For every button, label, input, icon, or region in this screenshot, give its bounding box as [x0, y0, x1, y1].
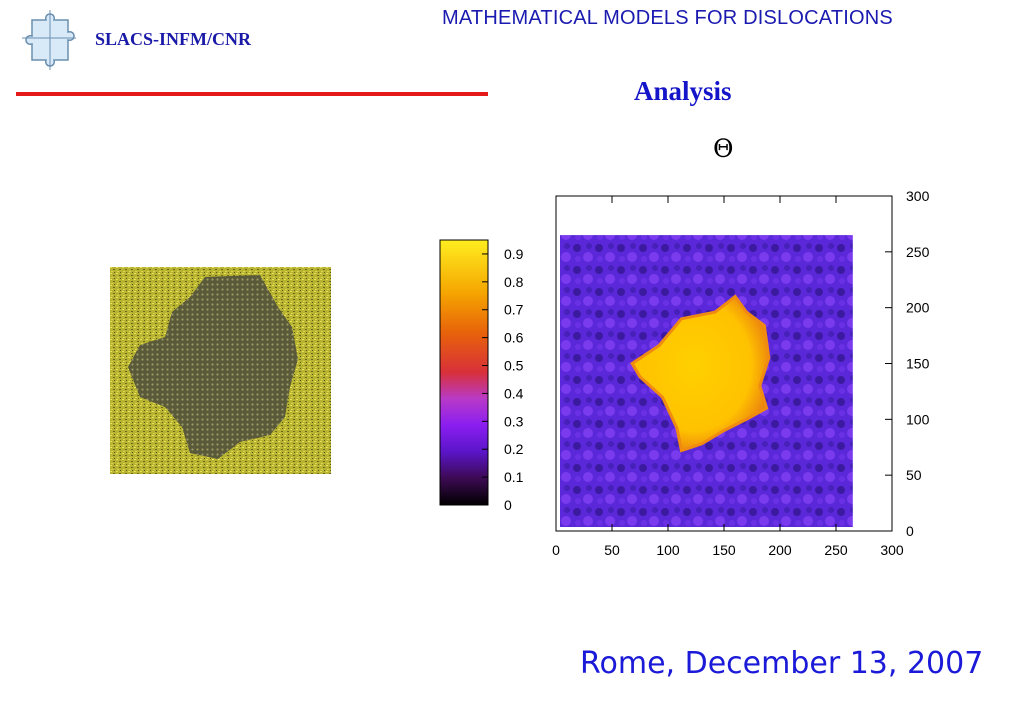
course-title: MATHEMATICAL MODELS FOR DISLOCATIONS	[442, 7, 893, 29]
footer-date: Rome, December 13, 2007	[580, 646, 984, 681]
colorbar-tick-label: 0.5	[504, 358, 524, 374]
colorbar-tick-label: 0.7	[504, 302, 524, 318]
colorbar	[439, 239, 489, 506]
x-tick-label: 150	[712, 542, 736, 558]
puzzle-piece-icon	[22, 10, 76, 70]
x-tick-label: 50	[604, 542, 620, 558]
plot-title: Θ	[713, 134, 734, 163]
x-tick-label: 300	[880, 542, 904, 558]
colorbar-tick-label: 0.6	[504, 330, 524, 346]
x-tick-label: 250	[824, 542, 848, 558]
header-divider	[16, 92, 488, 96]
organization-name: SLACS-INFM/CNR	[95, 29, 252, 49]
colorbar-tick-label: 0.4	[504, 385, 524, 401]
y-tick-label: 300	[906, 188, 930, 204]
colorbar-tick-label: 0.9	[504, 246, 524, 262]
y-tick-label: 250	[906, 244, 930, 260]
atomic-lattice-image	[110, 267, 331, 474]
x-tick-label: 100	[656, 542, 680, 558]
high-theta-region	[630, 294, 771, 453]
y-tick-label: 150	[906, 356, 930, 372]
colorbar-tick-label: 0.2	[504, 441, 524, 457]
y-tick-label: 50	[906, 467, 922, 483]
colorbar-tick-label: 0	[504, 497, 512, 513]
x-tick-label: 0	[552, 542, 560, 558]
colorbar-tick-label: 0.8	[504, 274, 524, 290]
y-tick-label: 0	[906, 523, 914, 539]
x-tick-label: 200	[768, 542, 792, 558]
colorbar-tick-label: 0.1	[504, 469, 524, 485]
colorbar-tick-label: 0.3	[504, 413, 524, 429]
y-tick-label: 200	[906, 300, 930, 316]
y-tick-label: 100	[906, 411, 930, 427]
section-title: Analysis	[634, 76, 732, 106]
